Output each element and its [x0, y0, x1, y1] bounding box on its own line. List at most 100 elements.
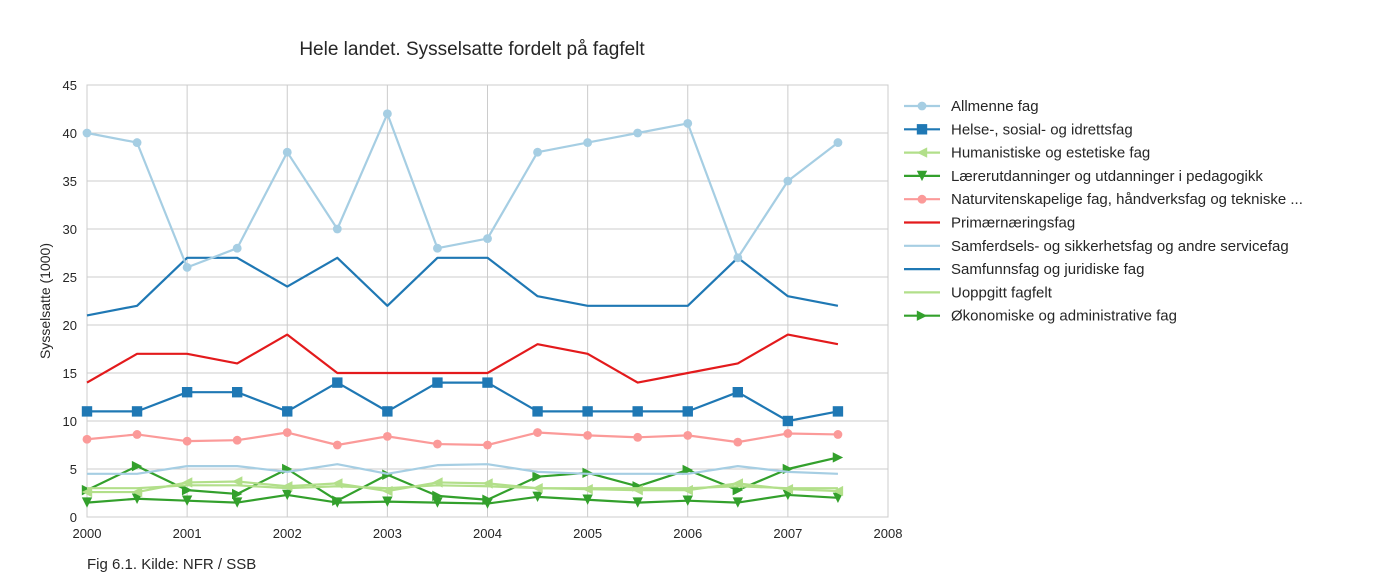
data-point — [432, 477, 443, 488]
x-tick-label: 2005 — [573, 526, 602, 541]
data-point — [181, 495, 193, 506]
data-point — [182, 262, 192, 272]
legend-marker — [916, 124, 928, 135]
grid — [86, 84, 889, 518]
plot-frame — [86, 84, 889, 518]
data-point — [732, 478, 744, 489]
series-6 — [86, 333, 839, 384]
y-tick-label: 15 — [63, 366, 77, 381]
data-point — [433, 243, 442, 253]
data-point — [282, 428, 292, 437]
legend-item: Samferdsels- og sikkerhetsfag og andre s… — [904, 238, 1289, 255]
data-point — [181, 477, 193, 488]
data-point — [732, 497, 744, 508]
data-point — [232, 243, 242, 253]
y-tick-label: 35 — [63, 174, 77, 189]
series-line — [86, 333, 839, 384]
data-point — [833, 430, 843, 439]
series-line — [86, 431, 838, 447]
data-point — [582, 406, 593, 417]
legend-marker — [917, 194, 927, 204]
data-point — [682, 495, 693, 506]
x-tick-label: 2000 — [73, 526, 102, 541]
y-tick-label: 10 — [63, 414, 77, 429]
legend-item: Helse-, sosial- og idrettsfag — [904, 121, 1133, 138]
data-point — [533, 147, 542, 157]
data-point — [583, 138, 593, 148]
data-point — [533, 428, 542, 437]
x-tick-label: 2001 — [173, 526, 202, 541]
series-layer — [81, 109, 844, 509]
legend-label: Lærerutdanninger og utdanninger i pedago… — [951, 168, 1263, 185]
series-line — [87, 381, 839, 423]
data-point — [332, 440, 342, 450]
data-point — [181, 484, 193, 496]
data-point — [833, 138, 843, 148]
data-point — [231, 488, 243, 500]
legend-item: Primærnæringsfag — [904, 215, 1075, 232]
data-point — [232, 435, 242, 445]
data-point — [532, 491, 543, 503]
legend-item: Humanistiske og estetiske fag — [904, 145, 1150, 162]
data-point — [132, 430, 142, 439]
data-point — [131, 486, 143, 498]
data-point — [733, 253, 743, 263]
data-point — [832, 406, 844, 417]
legend-item: Uoppgitt fagfelt — [904, 284, 1053, 301]
series-3 — [81, 476, 844, 498]
data-point — [632, 406, 643, 417]
figure-caption: Fig 6.1. Kilde: NFR / SSB — [87, 556, 257, 573]
data-point — [332, 377, 343, 388]
series-5 — [82, 428, 843, 450]
data-point — [181, 387, 193, 398]
data-point — [683, 430, 693, 440]
data-point — [81, 406, 93, 417]
data-point — [632, 497, 643, 508]
data-point — [382, 109, 392, 119]
legend-marker — [916, 147, 928, 158]
legend: Allmenne fag Helse-, sosial- og idrettsfa… — [904, 98, 1303, 325]
data-point — [131, 460, 143, 472]
data-point — [682, 484, 693, 496]
data-point — [131, 493, 143, 504]
data-point — [483, 440, 492, 450]
data-point — [382, 496, 393, 507]
data-point — [732, 484, 744, 496]
data-point — [682, 464, 693, 476]
x-tick-label: 2002 — [273, 526, 302, 541]
data-point — [632, 484, 643, 496]
data-point — [231, 387, 243, 398]
data-point — [732, 387, 744, 398]
series-4 — [81, 489, 844, 509]
data-point — [332, 478, 343, 489]
legend-label: Økonomiske og administrative fag — [951, 308, 1177, 325]
series-line — [87, 463, 838, 475]
y-tick-label: 45 — [63, 78, 77, 93]
data-point — [683, 118, 693, 128]
data-point — [382, 485, 393, 497]
data-point — [382, 431, 392, 441]
data-point — [582, 483, 593, 495]
data-point — [132, 138, 142, 148]
data-point — [482, 478, 493, 489]
data-point — [482, 498, 493, 509]
data-point — [532, 483, 543, 494]
series-8 — [86, 256, 839, 317]
data-point — [633, 128, 643, 138]
legend-label: Humanistiske og estetiske fag — [951, 145, 1150, 162]
data-point — [483, 234, 492, 244]
data-point — [783, 429, 793, 438]
y-tick-label: 0 — [70, 510, 77, 525]
data-point — [282, 147, 292, 157]
data-point — [332, 224, 342, 234]
legend-label: Samferdsels- og sikkerhetsfag og andre s… — [951, 238, 1289, 255]
data-point — [532, 406, 543, 417]
data-point — [82, 128, 92, 138]
data-point — [832, 485, 844, 497]
x-tick-label: 2008 — [874, 526, 903, 541]
data-point — [81, 497, 93, 508]
series-line — [86, 493, 839, 505]
data-point — [832, 492, 844, 503]
data-point — [182, 436, 192, 446]
data-point — [832, 452, 844, 463]
